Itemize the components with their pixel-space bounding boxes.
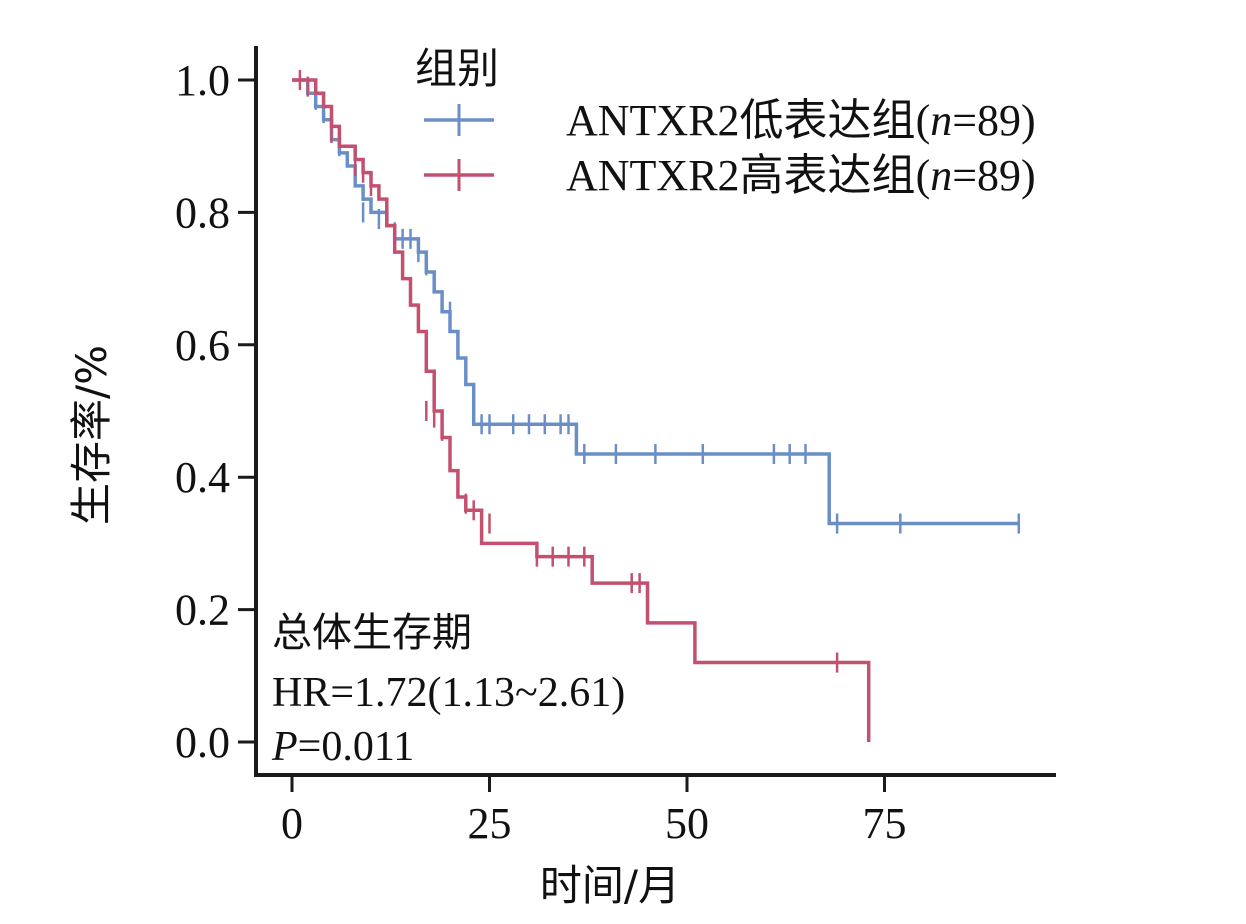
legend-items: ANTXR2低表达组(n=89)ANTXR2高表达组(n=89) [424, 96, 1036, 200]
legend-n-part: =89) [952, 151, 1035, 200]
annotation-p: P=0.011 [271, 724, 414, 770]
y-axis-title: 生存率/% [67, 345, 116, 525]
x-tick-label: 75 [863, 799, 907, 848]
y-tick-label: 0.2 [175, 586, 230, 635]
annotation-title: 总体生存期 [272, 610, 472, 656]
series-group [292, 78, 1021, 534]
x-ticks: 0 25 50 75 [281, 775, 907, 848]
legend-n-part: n [930, 96, 952, 145]
y-tick-label: 0.8 [175, 188, 230, 237]
legend-n-part: ( [916, 151, 931, 200]
stats-annotation: 总体生存期 HR=1.72(1.13~2.61) P=0.011 [271, 610, 625, 770]
legend-item: ANTXR2低表达组(n=89) [424, 96, 1036, 145]
legend: 组别 ANTXR2低表达组(n=89)ANTXR2高表达组(n=89) [415, 44, 1036, 200]
y-tick-label: 0.6 [175, 321, 230, 370]
x-tick-label: 0 [281, 799, 303, 848]
legend-n-part: =89) [952, 96, 1035, 145]
legend-label: ANTXR2低表达组(n=89) [566, 96, 1036, 145]
annotation-hr: HR=1.72(1.13~2.61) [272, 670, 625, 716]
series-group [292, 70, 871, 742]
y-tick-label: 0.0 [175, 718, 230, 767]
x-axis-title: 时间/月 [540, 861, 680, 910]
legend-series-name: ANTXR2低表达组 [566, 96, 916, 145]
legend-item: ANTXR2高表达组(n=89) [424, 151, 1036, 200]
legend-series-name: ANTXR2高表达组 [566, 151, 916, 200]
x-tick-label: 50 [665, 799, 709, 848]
x-tick-label: 25 [468, 799, 512, 848]
y-tick-label: 1.0 [175, 56, 230, 105]
legend-label: ANTXR2高表达组(n=89) [566, 151, 1036, 200]
legend-n-part: n [930, 151, 952, 200]
p-value: =0.011 [298, 724, 415, 770]
axes [254, 46, 1056, 777]
series-layer [292, 70, 1021, 742]
y-ticks: 0.0 0.2 0.4 0.6 0.8 1.0 [175, 56, 256, 767]
legend-n-part: ( [916, 96, 931, 145]
y-tick-label: 0.4 [175, 453, 230, 502]
p-symbol: P [271, 724, 298, 770]
legend-title: 组别 [415, 44, 499, 93]
